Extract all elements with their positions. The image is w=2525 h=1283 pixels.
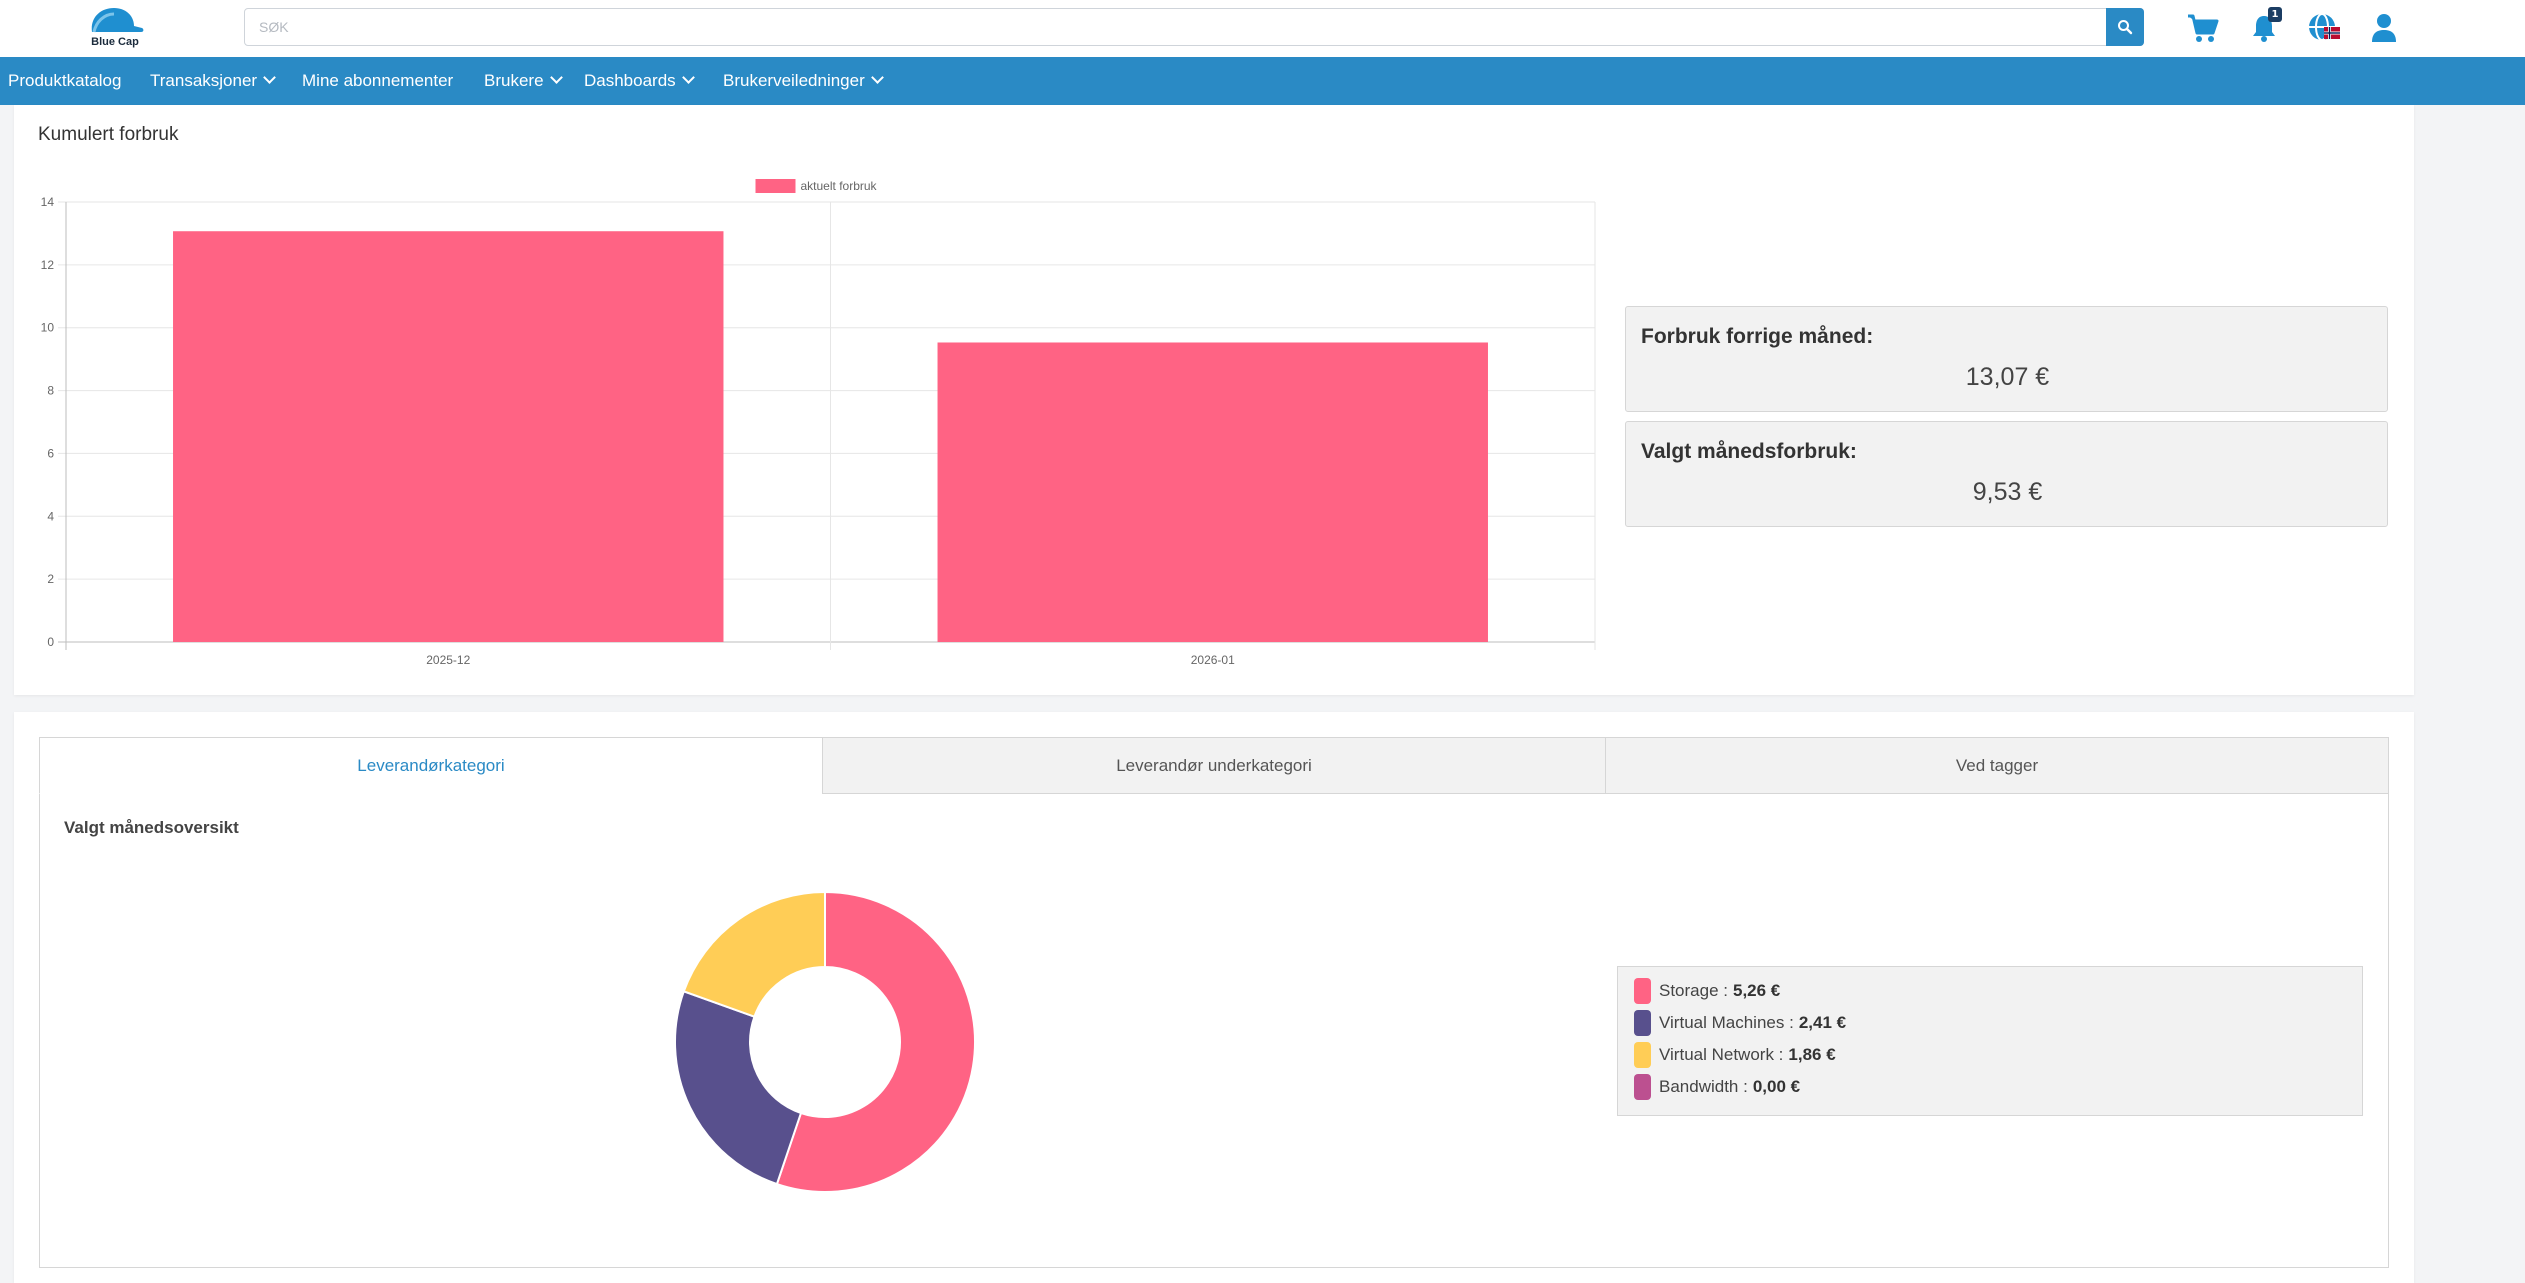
legend-item-virtual-network: Virtual Network :1,86 € bbox=[1634, 1041, 1836, 1069]
y-tick-label: 4 bbox=[47, 509, 54, 523]
legend-swatch bbox=[1634, 1010, 1651, 1036]
nav-label: Brukerveiledninger bbox=[723, 71, 865, 90]
legend-swatch bbox=[755, 179, 796, 193]
y-tick-label: 14 bbox=[41, 195, 55, 209]
legend-value: 1,86 € bbox=[1788, 1045, 1836, 1064]
legend-value: 0,00 € bbox=[1752, 1077, 1801, 1096]
legend-value: 5,26 € bbox=[1733, 981, 1781, 1000]
nav-label: Dashboards bbox=[584, 71, 676, 90]
selected-month-label: Valgt månedsforbruk: bbox=[1641, 440, 1857, 463]
search-button[interactable] bbox=[2106, 8, 2144, 46]
tab-leverandorkategori[interactable]: Leverandørkategori bbox=[39, 737, 823, 794]
user-icon bbox=[2372, 14, 2396, 42]
y-tick-label: 12 bbox=[41, 258, 55, 272]
legend-swatch bbox=[1634, 1074, 1651, 1100]
cap-logo-icon bbox=[91, 8, 144, 33]
bar-2026-01 bbox=[937, 342, 1488, 642]
nav-item-mine-abonnementer[interactable]: Mine abonnementer bbox=[302, 57, 453, 105]
top-bar: Blue Cap 1 bbox=[0, 0, 2525, 57]
brand-name: Blue Cap bbox=[91, 36, 139, 48]
x-tick-label: 2026-01 bbox=[1191, 653, 1235, 667]
globe-flag-icon bbox=[2309, 13, 2340, 41]
monthly-overview-title: Valgt månedsoversikt bbox=[64, 818, 239, 837]
y-tick-label: 0 bbox=[47, 635, 54, 649]
bar-chart: 0 2 4 6 8 10 12 14 2025-12 2026-01 aktuelt forbruk bbox=[41, 179, 1596, 667]
y-tick-label: 10 bbox=[41, 321, 55, 335]
legend-sep: : bbox=[1773, 1045, 1784, 1064]
legend-item-storage: Storage :5,26 € bbox=[1634, 977, 1780, 1005]
nav-label: Produktkatalog bbox=[8, 71, 122, 90]
legend-sep: : bbox=[1784, 1013, 1794, 1032]
previous-month-box: Forbruk forrige måned: 13,07 € bbox=[1625, 306, 2388, 412]
previous-month-label: Forbruk forrige måned: bbox=[1641, 325, 1874, 348]
tab-ved-tagger[interactable]: Ved tagger bbox=[1605, 737, 2389, 794]
search-icon bbox=[2118, 20, 2133, 35]
y-tick-label: 8 bbox=[47, 384, 54, 398]
legend-sep: : bbox=[1718, 981, 1728, 1000]
nav-label: Brukere bbox=[484, 71, 544, 90]
donut-slice-virtual-network bbox=[682, 890, 826, 1018]
donut-slice-storage bbox=[775, 890, 976, 1193]
cart-icon bbox=[2188, 14, 2219, 42]
language-button[interactable] bbox=[2306, 10, 2342, 46]
previous-month-value: 13,07 € bbox=[1965, 363, 2050, 391]
user-menu-button[interactable] bbox=[2366, 10, 2402, 46]
nav-item-produktkatalog[interactable]: Produktkatalog bbox=[8, 57, 121, 105]
category-legend: Storage :5,26 € Virtual Machines :2,41 €… bbox=[1617, 966, 2363, 1116]
cart-button[interactable] bbox=[2185, 10, 2221, 46]
legend-label: aktuelt forbruk bbox=[801, 179, 878, 193]
y-tick-label: 6 bbox=[47, 446, 54, 460]
nav-item-transaksjoner[interactable]: Transaksjoner bbox=[150, 57, 276, 105]
donut-chart bbox=[674, 890, 976, 1193]
selected-month-value: 9,53 € bbox=[1972, 478, 2043, 506]
legend-swatch bbox=[1634, 978, 1651, 1004]
x-tick-label: 2025-12 bbox=[426, 653, 470, 667]
nav-item-brukere[interactable]: Brukere bbox=[484, 57, 563, 105]
cumulative-title: Kumulert forbruk bbox=[38, 124, 179, 145]
legend-sep: : bbox=[1738, 1077, 1748, 1096]
nav-label: Mine abonnementer bbox=[302, 71, 454, 90]
selected-month-box: Valgt månedsforbruk: 9,53 € bbox=[1625, 421, 2388, 527]
donut-slice-virtual-machines bbox=[674, 990, 803, 1186]
search-box bbox=[244, 8, 2144, 46]
notifications-button[interactable]: 1 bbox=[2246, 7, 2282, 46]
tab-leverandor-underkategori[interactable]: Leverandør underkategori bbox=[822, 737, 1606, 794]
y-tick-label: 2 bbox=[47, 572, 54, 586]
legend-item-virtual-machines: Virtual Machines :2,41 € bbox=[1634, 1009, 1846, 1037]
legend-name: Virtual Machines bbox=[1659, 1013, 1785, 1032]
search-input[interactable] bbox=[245, 9, 2105, 45]
main-navigation: Produktkatalog Transaksjoner Mine abonne… bbox=[0, 57, 2525, 105]
brand-logo[interactable]: Blue Cap bbox=[84, 4, 146, 52]
legend-value: 2,41 € bbox=[1798, 1013, 1847, 1032]
nav-item-brukerveiledninger[interactable]: Brukerveiledninger bbox=[723, 57, 884, 105]
nav-item-dashboards[interactable]: Dashboards bbox=[584, 57, 695, 105]
legend-name: Bandwidth bbox=[1659, 1077, 1739, 1096]
notification-count-badge: 1 bbox=[2268, 7, 2282, 22]
legend-swatch bbox=[1634, 1042, 1651, 1068]
legend-name: Virtual Network bbox=[1659, 1045, 1774, 1064]
nav-label: Transaksjoner bbox=[150, 71, 258, 90]
legend-item-bandwidth: Bandwidth :0,00 € bbox=[1634, 1073, 1800, 1101]
bar-2025-12 bbox=[173, 231, 724, 642]
legend-name: Storage bbox=[1659, 981, 1719, 1000]
